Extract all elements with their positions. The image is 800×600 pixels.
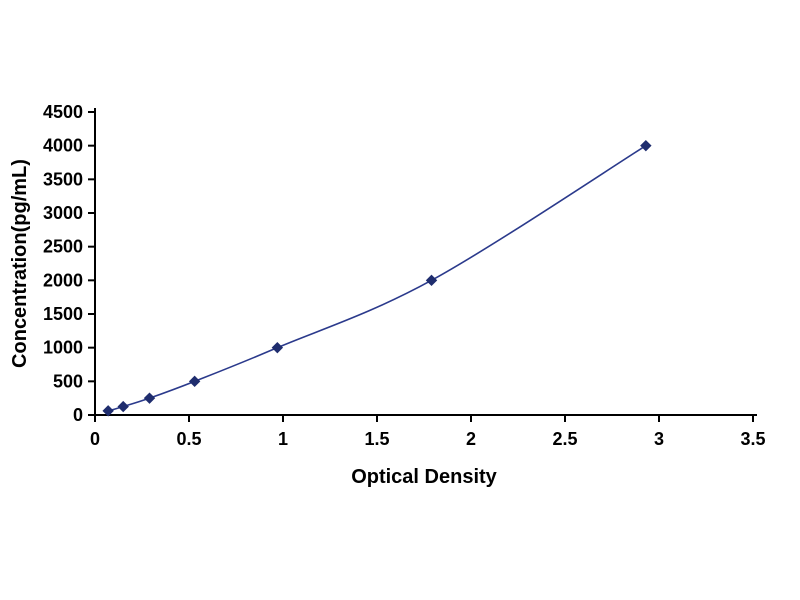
x-tick-label: 3.5 — [740, 429, 765, 449]
x-tick-label: 2 — [466, 429, 476, 449]
data-point-marker — [102, 405, 114, 417]
standard-curve-line — [107, 144, 647, 412]
y-tick-label: 1000 — [43, 338, 83, 358]
x-tick-label: 1.5 — [364, 429, 389, 449]
data-point-marker — [640, 139, 652, 152]
x-tick-label: 3 — [654, 429, 664, 449]
y-tick-label: 4500 — [43, 102, 83, 122]
data-point-marker — [271, 341, 284, 354]
y-tick-label: 2000 — [43, 270, 83, 290]
y-tick-label: 0 — [73, 405, 83, 425]
data-point-marker — [143, 392, 156, 404]
x-tick-label: 0.5 — [176, 429, 201, 449]
y-tick-label: 3000 — [43, 203, 83, 223]
data-point-marker — [425, 274, 438, 287]
y-axis-title: Concentration(pg/mL) — [9, 159, 31, 368]
y-tick-label: 1500 — [43, 304, 83, 324]
y-tick-label: 2500 — [43, 237, 83, 257]
y-tick-label: 4000 — [43, 136, 83, 156]
data-point-marker — [188, 375, 201, 388]
x-axis-title: Optical Density — [351, 466, 497, 488]
data-point-marker — [117, 400, 129, 413]
x-tick-label: 2.5 — [552, 429, 577, 449]
y-tick-label: 500 — [53, 371, 83, 391]
y-tick-label: 3500 — [43, 169, 83, 189]
x-tick-label: 1 — [278, 429, 288, 449]
x-tick-label: 0 — [90, 429, 100, 449]
